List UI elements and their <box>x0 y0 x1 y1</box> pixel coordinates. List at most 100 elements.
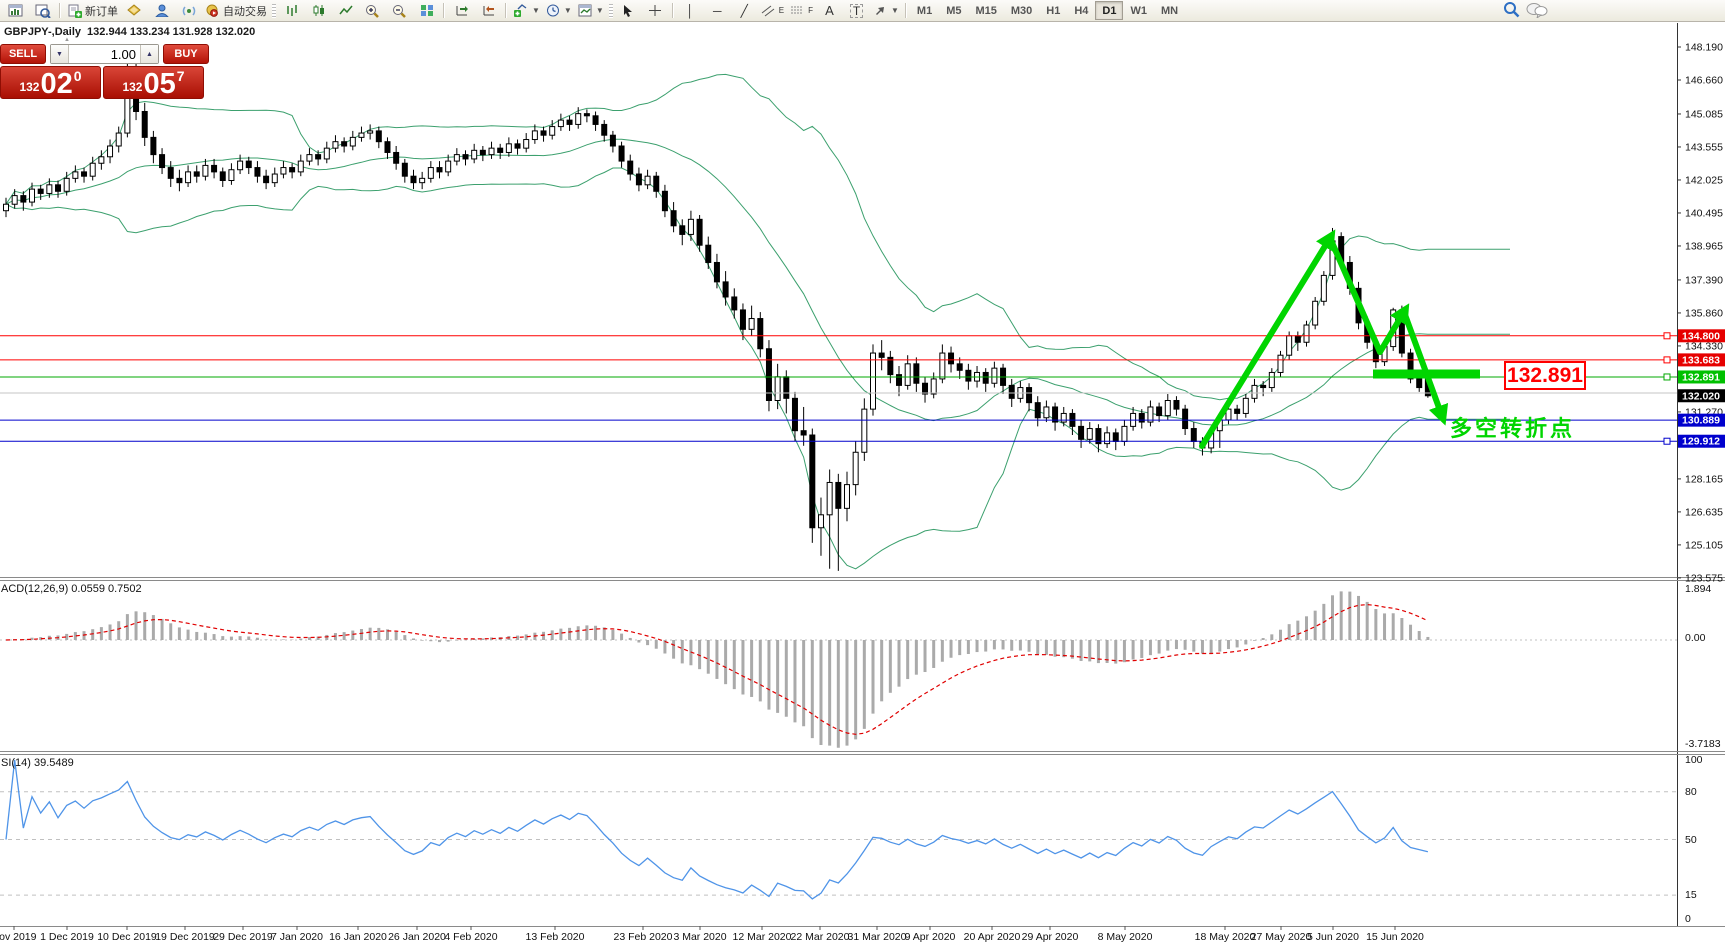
candle <box>55 180 62 198</box>
price-badge-label: 132.891 <box>1682 371 1720 383</box>
timeframe-D1[interactable]: D1 <box>1095 1 1124 20</box>
candle <box>549 120 556 140</box>
line-end-marker[interactable] <box>1663 373 1671 381</box>
auto-scroll-icon[interactable] <box>475 0 502 21</box>
volume-increase-button[interactable]: ▲ <box>140 45 158 63</box>
timeframe-H4[interactable]: H4 <box>1074 4 1089 17</box>
toolbar-grip[interactable] <box>608 3 613 18</box>
timeframe-M30[interactable]: M30 <box>1010 4 1033 17</box>
horizontal-line-tool[interactable]: ─ <box>704 0 731 21</box>
chart-shift-icon[interactable] <box>448 0 475 21</box>
candle <box>540 126 547 142</box>
candle <box>98 150 105 170</box>
candle <box>46 178 53 198</box>
text-tool-icon: A <box>825 3 834 18</box>
candle <box>739 303 746 341</box>
candlestick-mode-icon[interactable] <box>305 0 332 21</box>
volume-input[interactable] <box>69 45 140 63</box>
ask-main: 05 <box>143 68 176 100</box>
ask-price-tile[interactable]: 132 05 7 <box>103 66 204 99</box>
fibonacci-icon-letter: F <box>808 6 813 15</box>
bar-chart-mode-icon[interactable] <box>278 0 305 21</box>
zoom-in-icon[interactable] <box>359 0 386 21</box>
date-tick-label: 19 Dec 2019 <box>155 931 215 943</box>
trend-arrow[interactable] <box>1401 309 1449 426</box>
price-tick-label: 138.965 <box>1685 240 1723 252</box>
timeframe-H1[interactable]: H1 <box>1046 4 1061 17</box>
templates-button[interactable]: ▼ <box>575 0 607 21</box>
price-callout-box[interactable] <box>1504 361 1586 390</box>
price-axis[interactable]: 148.190 146.660 145.085 143.555 142.025 140.4… <box>0 23 1725 927</box>
hline-icon: ─ <box>713 3 722 18</box>
candle <box>1017 381 1024 403</box>
candle <box>644 169 651 190</box>
line-end-marker[interactable] <box>1663 437 1671 445</box>
line-end-marker[interactable] <box>1663 332 1671 340</box>
autotrading-button[interactable]: 自动交易 <box>202 0 270 21</box>
zoom-out-icon[interactable] <box>386 0 413 21</box>
autotrading-label: 自动交易 <box>223 5 267 18</box>
timeframe-M15[interactable]: M15 <box>975 4 997 17</box>
label-tool-icon: T <box>849 3 864 18</box>
candle <box>1034 396 1041 427</box>
candle <box>1320 271 1327 306</box>
chart-window-icon[interactable] <box>2 0 29 21</box>
candle <box>705 236 712 269</box>
bid-price-tile[interactable]: 132 02 0 <box>0 66 101 99</box>
annotations-layer[interactable]: 132.891 多空转折点 <box>1199 229 1586 449</box>
tile-windows-icon[interactable] <box>413 0 440 21</box>
candle <box>20 191 27 211</box>
volume-stepper: ▼ ▲ <box>50 44 159 64</box>
indicators-button[interactable]: ▼ <box>510 0 543 21</box>
candle <box>713 253 720 289</box>
new-order-button[interactable]: 新订单 <box>64 0 121 21</box>
candle <box>913 357 920 392</box>
price-tick-label: 137.390 <box>1685 274 1723 286</box>
candle <box>367 124 374 140</box>
trend-arrow[interactable] <box>1327 235 1383 355</box>
price-badge-label: 129.912 <box>1682 436 1720 448</box>
candle <box>315 150 322 166</box>
buy-button[interactable]: BUY <box>163 44 209 64</box>
sell-button[interactable]: SELL <box>0 44 46 64</box>
timeframe-MN[interactable]: MN <box>1160 4 1179 17</box>
expert-advisors-icon[interactable] <box>121 0 148 21</box>
volume-decrease-button[interactable]: ▼ <box>51 45 69 63</box>
signals-icon[interactable] <box>175 0 202 21</box>
candle <box>757 312 764 358</box>
line-end-marker[interactable] <box>1663 356 1671 364</box>
chart-canvas[interactable]: 132.891 多空转折点 148.190 146.660 145.085 143.55… <box>0 23 1725 945</box>
crosshair-tool[interactable] <box>642 0 669 21</box>
candle <box>1095 424 1102 453</box>
trend-arrow[interactable] <box>1199 229 1336 449</box>
date-tick-label: 12 Mar 2020 <box>733 931 792 943</box>
candle <box>1086 422 1093 444</box>
rsi-tick-label: 80 <box>1685 786 1697 798</box>
text-label-tool[interactable]: T <box>843 0 870 21</box>
periods-button[interactable]: ▼ <box>543 0 575 21</box>
timeframe-M5[interactable]: M5 <box>946 4 962 17</box>
timeframe-W1[interactable]: W1 <box>1130 4 1147 17</box>
candle <box>523 133 530 153</box>
main-toolbar: 新订单 自动交易 ▼ ▼ ▼ │ ─ ╱ E F A T ▼ M1 M5 M15 M3… <box>0 0 1725 22</box>
arrows-tool[interactable]: ▼ <box>870 0 902 21</box>
vertical-line-tool[interactable]: │ <box>677 0 704 21</box>
toolbar-separator <box>904 3 907 18</box>
trend-arrow[interactable] <box>1377 303 1410 355</box>
pivot-point-label[interactable]: 多空转折点 <box>1450 416 1575 441</box>
text-tool[interactable]: A <box>816 0 843 21</box>
cursor-tool[interactable] <box>615 0 642 21</box>
fibonacci-tool[interactable]: F <box>787 0 816 21</box>
profile-window-icon[interactable] <box>29 0 56 21</box>
channel-tool[interactable]: E <box>758 0 787 21</box>
autotrading-icon <box>206 4 218 17</box>
chat-icon[interactable] <box>1526 2 1548 18</box>
timeframe-M1[interactable]: M1 <box>916 4 933 17</box>
search-icon[interactable] <box>1503 1 1520 18</box>
line-chart-mode-icon[interactable] <box>332 0 359 21</box>
collapse-panel-icon[interactable]: ▲ <box>64 37 70 43</box>
toolbar-grip[interactable] <box>272 3 276 18</box>
trendline-tool[interactable]: ╱ <box>731 0 758 21</box>
community-icon[interactable] <box>148 0 175 21</box>
